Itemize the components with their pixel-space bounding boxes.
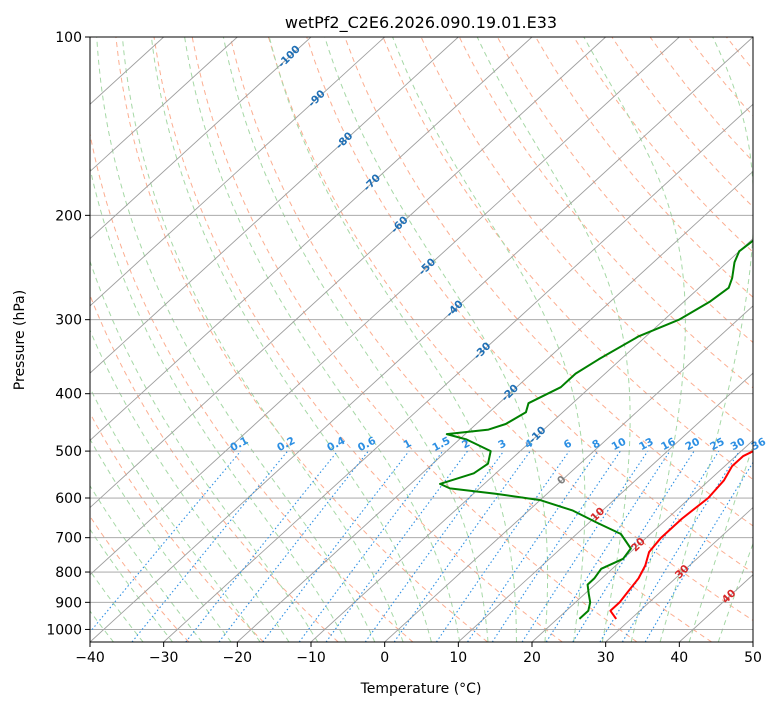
isotherm xyxy=(90,37,533,441)
dry-adiabat xyxy=(458,37,753,389)
isotherm xyxy=(90,37,753,642)
x-tick-label: −40 xyxy=(75,650,105,666)
mixing-ratio-line xyxy=(572,450,695,642)
x-tick-label: −30 xyxy=(149,650,179,666)
isotherm xyxy=(531,439,753,642)
x-tick-label: 40 xyxy=(670,650,688,666)
y-tick-label: 600 xyxy=(55,491,82,507)
moist-adiabat xyxy=(96,37,376,642)
dry-adiabat xyxy=(90,412,264,642)
isotherm xyxy=(237,170,753,642)
mixing-ratio-line xyxy=(325,450,468,642)
moist-adiabat xyxy=(90,165,347,642)
moist-adiabat xyxy=(268,37,517,642)
x-tick-label: 0 xyxy=(380,650,389,666)
isotherm xyxy=(605,506,753,642)
x-axis-label: Temperature (°C) xyxy=(360,681,482,697)
isotherm xyxy=(90,37,606,509)
x-tick-label: 10 xyxy=(449,650,467,666)
moist-adiabat xyxy=(688,444,753,642)
isotherm xyxy=(90,37,312,240)
isotherm xyxy=(90,37,238,173)
plot-frame xyxy=(89,36,754,643)
x-tick-label: −20 xyxy=(223,650,253,666)
moist-adiabat xyxy=(659,37,753,642)
moist-adiabat xyxy=(90,259,319,642)
mixing-ratio-line xyxy=(262,450,410,642)
chart-title: wetPf2_C2E6.2026.090.19.01.E33 xyxy=(285,13,557,33)
dry-adiabat xyxy=(268,37,753,622)
mixing-ratio-line xyxy=(491,450,621,642)
y-tick-label: 500 xyxy=(55,444,82,460)
y-tick-label: 200 xyxy=(55,208,82,224)
dewpoint-profile xyxy=(439,239,753,620)
y-tick-label: 1000 xyxy=(46,622,82,638)
isotherm xyxy=(384,305,753,642)
isotherm xyxy=(90,37,459,374)
moist-adiabat xyxy=(184,37,461,642)
isotherm xyxy=(90,37,385,307)
mixing-ratio-line xyxy=(467,450,599,642)
axis-ticks: −40 −30 −20 −10 0 10 20 30 40 50 100 200 300 400 500 60… xyxy=(46,30,762,666)
moist-adiabat xyxy=(324,37,549,642)
moist-adiabat xyxy=(90,328,290,642)
moist-adiabat xyxy=(90,387,261,642)
isotherm xyxy=(90,37,680,576)
y-tick-label: 900 xyxy=(55,595,82,611)
dry-adiabat xyxy=(153,37,563,642)
mixing-ratio-line xyxy=(521,450,649,642)
x-tick-label: 50 xyxy=(744,650,762,666)
y-tick-label: 300 xyxy=(55,313,82,329)
y-tick-label: 700 xyxy=(55,531,82,547)
isotherm xyxy=(458,372,753,642)
dry-adiabat xyxy=(90,515,190,642)
mixing-ratio-line xyxy=(90,450,242,633)
background-lines xyxy=(90,37,753,642)
mixing-ratio-line xyxy=(298,450,444,642)
mixing-ratio-line xyxy=(131,450,289,642)
isotherm xyxy=(310,238,753,642)
y-tick-label: 400 xyxy=(55,387,82,403)
x-tick-label: −10 xyxy=(296,650,326,666)
moist-adiabat xyxy=(583,37,686,642)
y-tick-label: 800 xyxy=(55,565,82,581)
temperature-profile xyxy=(609,450,753,620)
dry-adiabat xyxy=(496,37,753,344)
dry-adiabat xyxy=(115,37,488,642)
y-tick-label: 100 xyxy=(55,30,82,46)
profile-lines xyxy=(439,239,753,620)
isotherm xyxy=(163,103,753,642)
moist-adiabat xyxy=(90,438,232,642)
x-tick-label: 20 xyxy=(523,650,541,666)
mixing-ratio-line xyxy=(364,450,505,642)
mixing-ratio-line xyxy=(435,450,570,642)
y-axis-label: Pressure (hPa) xyxy=(12,290,28,390)
x-tick-label: 30 xyxy=(597,650,615,666)
mixing-ratio-line xyxy=(185,450,339,642)
moist-adiabat xyxy=(392,37,586,642)
moist-adiabat xyxy=(222,37,489,642)
moist-adiabat xyxy=(121,37,404,642)
moist-adiabat xyxy=(150,37,432,642)
dry-adiabat xyxy=(306,37,753,574)
mixing-ratio-line xyxy=(545,450,671,642)
dry-adiabat xyxy=(90,293,339,642)
moist-adiabat xyxy=(476,37,631,642)
